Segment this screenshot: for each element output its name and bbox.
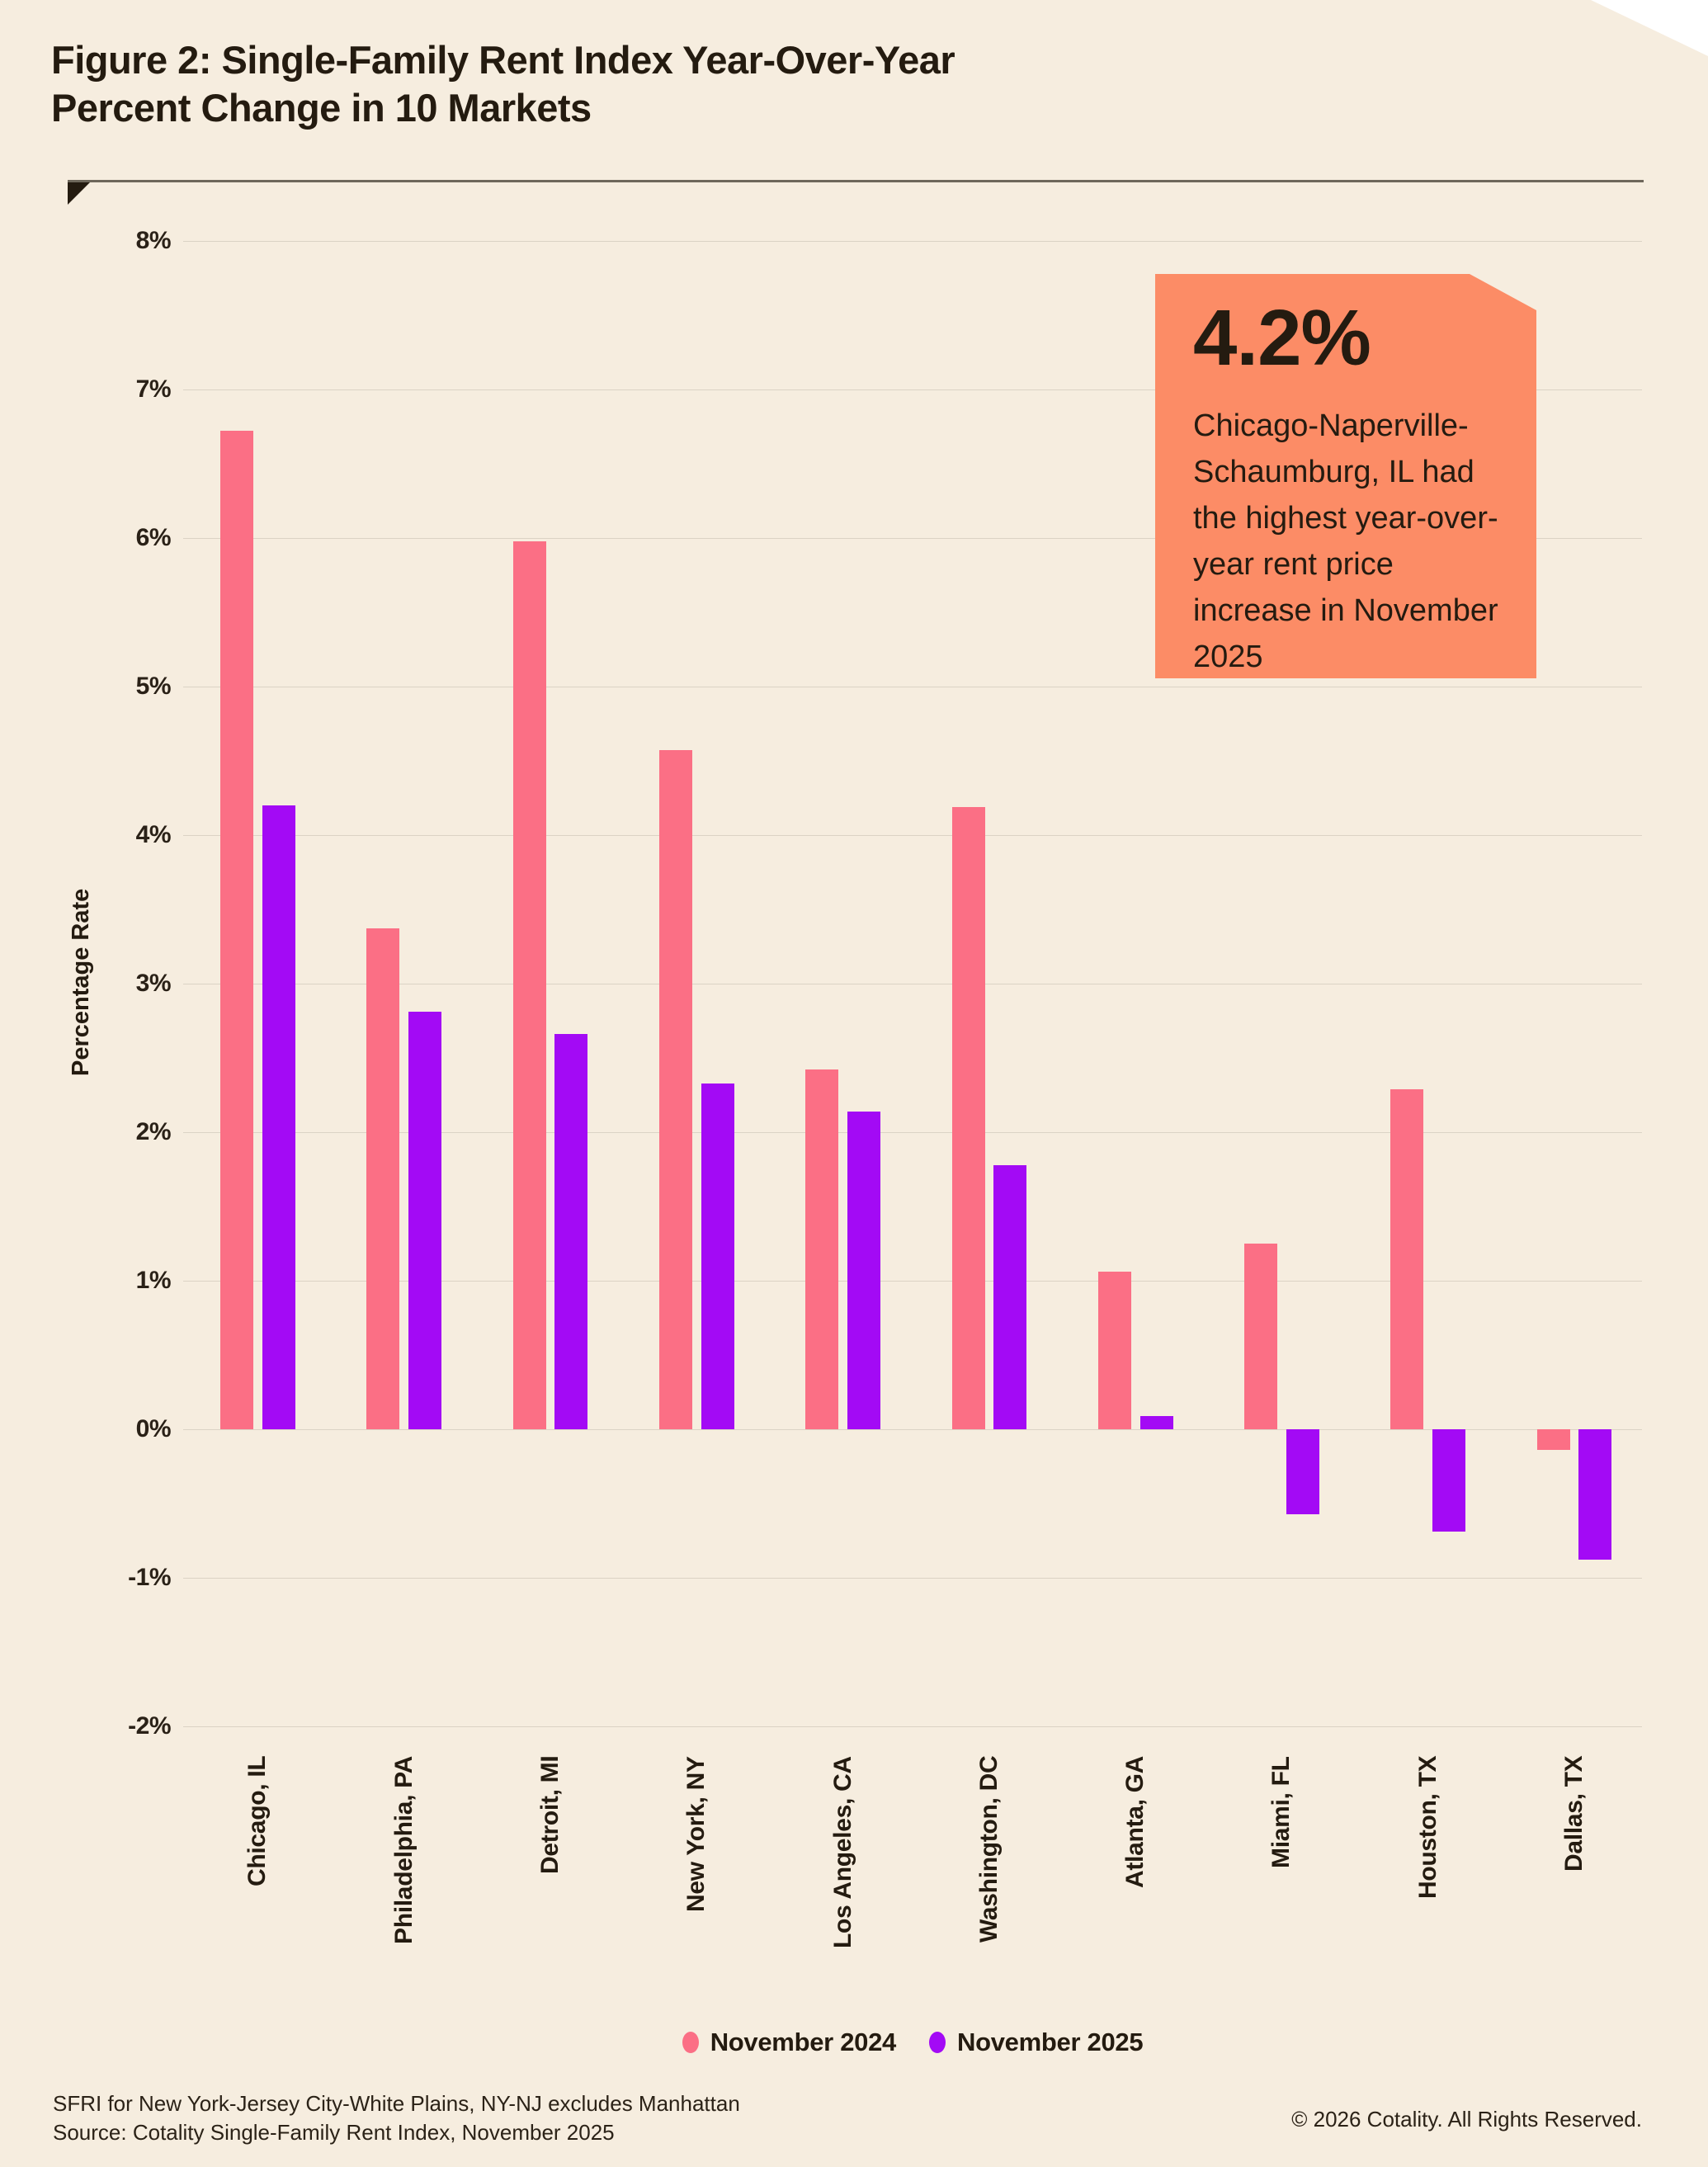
gridline-8%: [183, 241, 1642, 242]
legend-label: November 2025: [957, 2028, 1144, 2056]
callout-value: 4.2%: [1193, 294, 1371, 382]
bar-nov2024-dallas: [1536, 1429, 1570, 1451]
x-axis-label: Los Angeles, CA: [828, 1756, 856, 1948]
figure-title-line1: Figure 2: Single-Family Rent Index Year-…: [51, 38, 955, 82]
bar-nov2024-chicago: [220, 431, 253, 1429]
x-axis-label-wrap: Chicago, IL: [239, 1756, 276, 2136]
x-axis-label: Philadelphia, PA: [389, 1756, 418, 1945]
gridline-1%: [183, 1281, 1642, 1282]
x-axis-label: Detroit, MI: [536, 1756, 564, 1875]
x-axis-label: Miami, FL: [1267, 1756, 1295, 1868]
x-axis-label: New York, NY: [682, 1756, 710, 1912]
bar-nov2024-detroit: [512, 541, 546, 1429]
bar-nov2025-new-york: [701, 1083, 734, 1429]
x-axis-label: Chicago, IL: [243, 1756, 271, 1887]
y-tick-label: 1%: [135, 1267, 172, 1294]
x-axis-label: Houston, TX: [1413, 1756, 1441, 1900]
y-tick-label: 5%: [135, 673, 172, 700]
y-tick-label: 4%: [135, 821, 172, 848]
bar-nov2024-houston: [1390, 1088, 1424, 1429]
bar-nov2025-houston: [1432, 1429, 1466, 1532]
legend-item-november-2025: November 2025: [929, 2028, 1144, 2057]
y-tick-label: 0%: [135, 1415, 172, 1442]
x-axis-label-wrap: Washington, DC: [971, 1756, 1007, 2136]
y-tick-label: 3%: [135, 970, 172, 997]
gridline--2%: [183, 1726, 1642, 1727]
bar-nov2024-washington: [951, 806, 985, 1429]
bar-nov2025-miami: [1286, 1429, 1319, 1514]
x-axis-label-wrap: Dallas, TX: [1556, 1756, 1592, 2136]
bar-nov2025-detroit: [554, 1034, 588, 1429]
header-rule: [68, 180, 1644, 182]
x-axis-label: Atlanta, GA: [1121, 1756, 1149, 1889]
x-axis-label-wrap: Philadelphia, PA: [386, 1756, 422, 2136]
bar-nov2024-atlanta: [1097, 1272, 1131, 1429]
y-tick-label: 7%: [135, 375, 172, 403]
callout-box: 4.2% Chicago-Naperville-Schaumburg, IL h…: [1155, 274, 1536, 678]
bar-nov2024-miami: [1244, 1244, 1278, 1429]
page-corner-cut: [1591, 0, 1708, 56]
x-axis-label: Washington, DC: [974, 1756, 1003, 1943]
footnote: SFRI for New York-Jersey City-White Plai…: [53, 2089, 740, 2147]
x-axis-label: Dallas, TX: [1560, 1756, 1588, 1872]
x-axis-label-wrap: Houston, TX: [1410, 1756, 1446, 2136]
gridline--1%: [183, 1578, 1642, 1579]
x-axis-label-wrap: Miami, FL: [1263, 1756, 1300, 2136]
figure-title: Figure 2: Single-Family Rent Index Year-…: [51, 36, 1124, 132]
bar-nov2024-los-angeles: [805, 1069, 839, 1429]
y-tick-label: 6%: [135, 524, 172, 551]
legend-dot-icon: [929, 2032, 946, 2053]
legend-label: November 2024: [710, 2028, 897, 2056]
y-tick-label: 8%: [135, 227, 172, 254]
legend-dot-icon: [682, 2032, 699, 2053]
legend-item-november-2024: November 2024: [682, 2028, 896, 2057]
rule-triangle-marker: [68, 182, 90, 205]
x-axis-label-wrap: Los Angeles, CA: [825, 1756, 861, 2136]
bar-nov2025-washington: [993, 1164, 1027, 1429]
footnote-line1: SFRI for New York-Jersey City-White Plai…: [53, 2091, 740, 2116]
callout-text: Chicago-Naperville-Schaumburg, IL had th…: [1193, 408, 1498, 674]
x-axis-label-wrap: Atlanta, GA: [1117, 1756, 1154, 2136]
copyright-text: © 2026 Cotality. All Rights Reserved.: [1291, 2107, 1642, 2132]
bar-nov2025-chicago: [262, 805, 295, 1429]
bar-nov2025-atlanta: [1139, 1415, 1173, 1429]
gridline-2%: [183, 1132, 1642, 1133]
gridline-4%: [183, 835, 1642, 836]
bar-nov2025-philadelphia: [408, 1012, 441, 1429]
bar-nov2024-philadelphia: [366, 928, 400, 1429]
chart-legend: November 2024 November 2025: [183, 2026, 1642, 2059]
gridline-7%: [183, 389, 1642, 390]
x-axis-label-wrap: New York, NY: [678, 1756, 715, 2136]
x-axis-label-wrap: Detroit, MI: [532, 1756, 569, 2136]
gridline-0%: [183, 1429, 1642, 1430]
bar-nov2024-new-york: [658, 750, 692, 1429]
footnote-line2: Source: Cotality Single-Family Rent Inde…: [53, 2120, 615, 2145]
bar-nov2025-dallas: [1578, 1429, 1612, 1560]
figure-title-line2: Percent Change in 10 Markets: [51, 86, 592, 130]
gridline-6%: [183, 538, 1642, 539]
y-tick-label: -2%: [128, 1712, 171, 1740]
y-tick-label: -1%: [128, 1564, 171, 1591]
y-tick-label: 2%: [135, 1118, 172, 1145]
bar-nov2025-los-angeles: [847, 1111, 880, 1429]
